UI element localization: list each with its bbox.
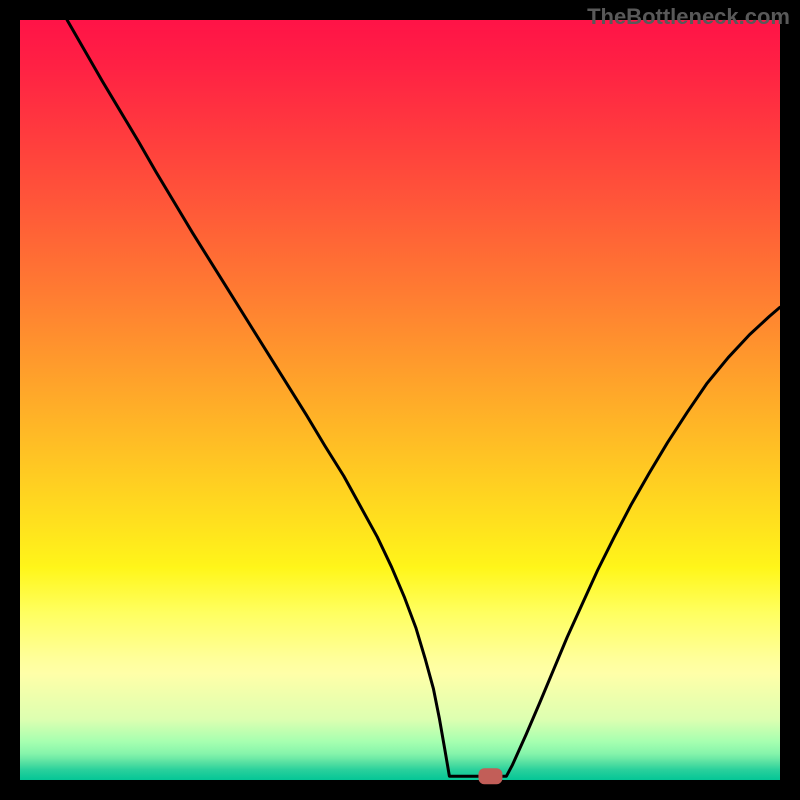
- optimum-marker: [478, 768, 502, 784]
- bottleneck-chart-svg: [0, 0, 800, 800]
- chart-stage: TheBottleneck.com: [0, 0, 800, 800]
